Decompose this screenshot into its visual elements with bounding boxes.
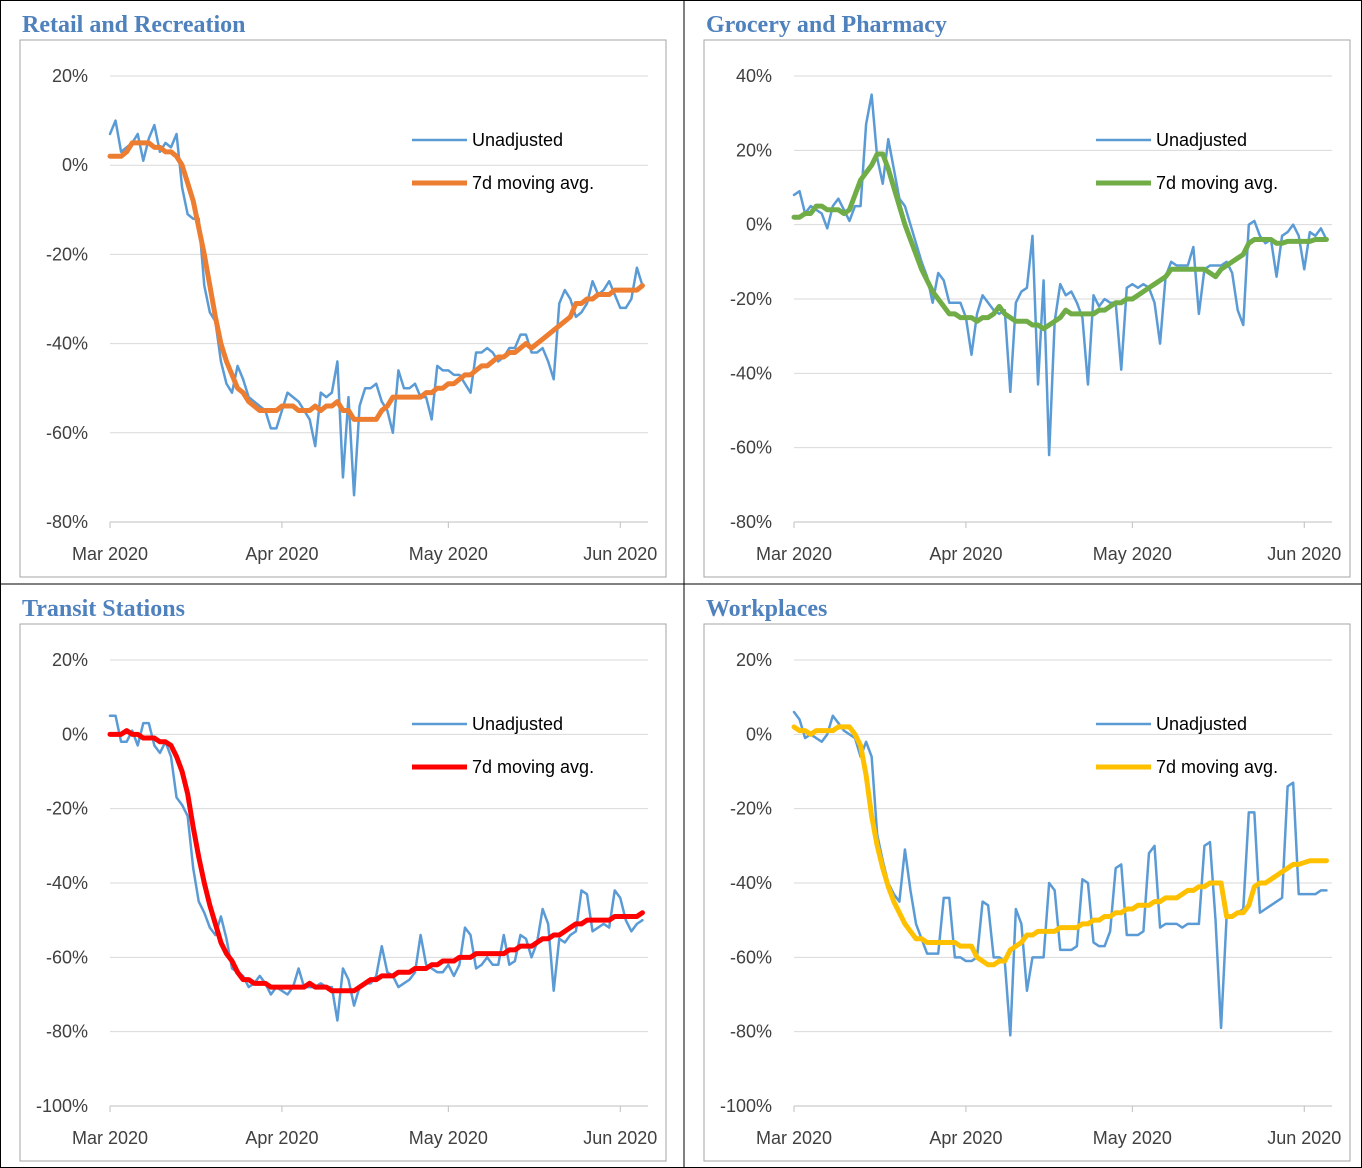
x-tick-label: Jun 2020 [1267, 1128, 1341, 1148]
legend-label: 7d moving avg. [472, 173, 594, 193]
panel: Workplaces -100% -80% -60% -40% -20% 0% 20% Mar … [703, 596, 1351, 1162]
y-tick-label: -40% [46, 334, 88, 354]
y-tick-label: -60% [730, 947, 772, 967]
chart-title: Grocery and Pharmacy [706, 12, 947, 38]
legend-label: 7d moving avg. [1156, 173, 1278, 193]
x-tick-label: Mar 2020 [72, 544, 148, 564]
panel: Grocery and Pharmacy -80% -60% -40% -20% 0% 20… [703, 12, 1351, 578]
plot-frame [19, 39, 667, 578]
y-tick-label: -80% [46, 512, 88, 532]
x-tick-label: Jun 2020 [583, 1128, 657, 1148]
y-tick-label: -40% [46, 873, 88, 893]
plot-frame [19, 623, 667, 1162]
legend-label: 7d moving avg. [472, 757, 594, 777]
y-tick-label: -80% [730, 512, 772, 532]
y-tick-label: 0% [62, 724, 88, 744]
y-tick-label: -40% [730, 363, 772, 383]
x-tick-label: Mar 2020 [756, 1128, 832, 1148]
y-tick-label: 20% [52, 66, 88, 86]
x-tick-label: Mar 2020 [72, 1128, 148, 1148]
plot-frame [703, 39, 1351, 578]
x-tick-label: Jun 2020 [1267, 544, 1341, 564]
y-tick-label: 0% [62, 155, 88, 175]
raw-line [792, 93, 1328, 457]
y-tick-label: -80% [46, 1022, 88, 1042]
y-tick-label: -40% [730, 873, 772, 893]
x-tick-label: May 2020 [409, 544, 488, 564]
chart-title: Retail and Recreation [22, 12, 246, 38]
y-tick-label: -80% [730, 1022, 772, 1042]
legend-label: 7d moving avg. [1156, 757, 1278, 777]
avg-line [107, 140, 645, 422]
y-tick-label: -60% [46, 947, 88, 967]
plot-frame [703, 623, 1351, 1162]
y-tick-label: -60% [46, 423, 88, 443]
y-tick-label: -20% [46, 799, 88, 819]
legend-label: Unadjusted [1156, 130, 1247, 150]
x-tick-label: Apr 2020 [245, 544, 318, 564]
y-tick-label: 20% [52, 650, 88, 670]
legend-label: Unadjusted [472, 714, 563, 734]
avg-line [791, 151, 1329, 332]
avg-line [791, 724, 1329, 968]
y-tick-label: -100% [720, 1096, 772, 1116]
avg-line [107, 728, 645, 994]
y-tick-label: -20% [730, 799, 772, 819]
x-tick-label: May 2020 [1093, 1128, 1172, 1148]
panel: Retail and Recreation -80% -60% -40% -20% 0% 2… [19, 12, 667, 578]
y-tick-label: -20% [730, 289, 772, 309]
chart-title: Workplaces [706, 596, 827, 622]
raw-line [108, 714, 644, 1022]
y-tick-label: 0% [746, 215, 772, 235]
legend-label: Unadjusted [1156, 714, 1247, 734]
x-tick-label: Apr 2020 [929, 1128, 1002, 1148]
y-tick-label: 40% [736, 66, 772, 86]
legend-label: Unadjusted [472, 130, 563, 150]
x-tick-label: Apr 2020 [929, 544, 1002, 564]
panel: Transit Stations -100% -80% -60% -40% -20% 0% 2… [19, 596, 667, 1162]
x-tick-label: Mar 2020 [756, 544, 832, 564]
y-tick-label: 20% [736, 650, 772, 670]
y-tick-label: 20% [736, 140, 772, 160]
chart-title: Transit Stations [22, 596, 185, 622]
x-tick-label: Apr 2020 [245, 1128, 318, 1148]
y-tick-label: -20% [46, 244, 88, 264]
x-tick-label: Jun 2020 [583, 544, 657, 564]
y-tick-label: -60% [730, 438, 772, 458]
y-tick-label: -100% [36, 1096, 88, 1116]
x-tick-label: May 2020 [409, 1128, 488, 1148]
x-tick-label: May 2020 [1093, 544, 1172, 564]
y-tick-label: 0% [746, 724, 772, 744]
